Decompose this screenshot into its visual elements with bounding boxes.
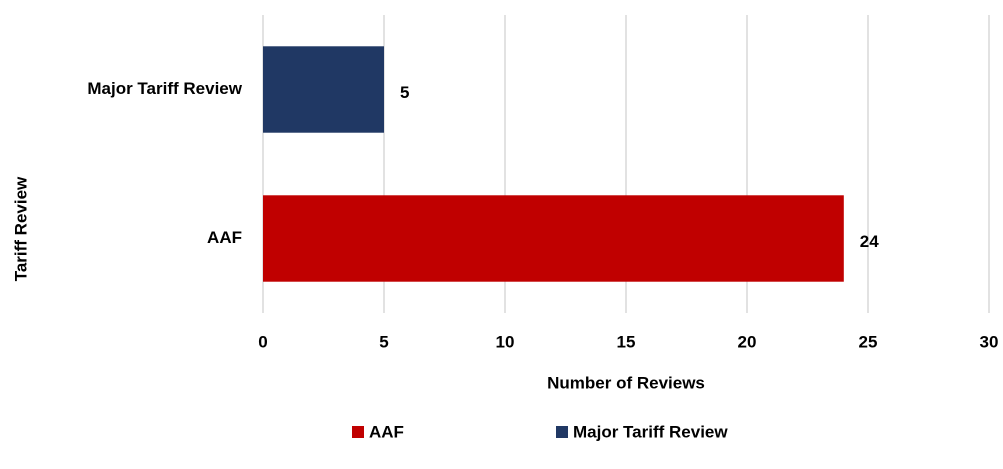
legend-swatch	[352, 426, 364, 438]
x-tick-label: 25	[859, 332, 878, 351]
x-tick-label: 15	[617, 332, 636, 351]
y-axis-title: Tariff Review	[11, 176, 30, 281]
data-label: 5	[400, 83, 409, 102]
x-axis-title: Number of Reviews	[547, 373, 705, 392]
x-tick-label: 5	[379, 332, 388, 351]
legend-label: Major Tariff Review	[573, 422, 728, 441]
x-tick-label: 30	[980, 332, 999, 351]
legend-swatch	[556, 426, 568, 438]
x-tick-label: 10	[496, 332, 515, 351]
x-tick-label: 20	[738, 332, 757, 351]
bar	[263, 195, 844, 282]
bar	[263, 46, 384, 133]
y-tick-label: Major Tariff Review	[87, 79, 242, 98]
x-tick-label: 0	[258, 332, 267, 351]
y-tick-label: AAF	[207, 228, 242, 247]
data-label: 24	[860, 232, 879, 251]
legend-label: AAF	[369, 422, 404, 441]
